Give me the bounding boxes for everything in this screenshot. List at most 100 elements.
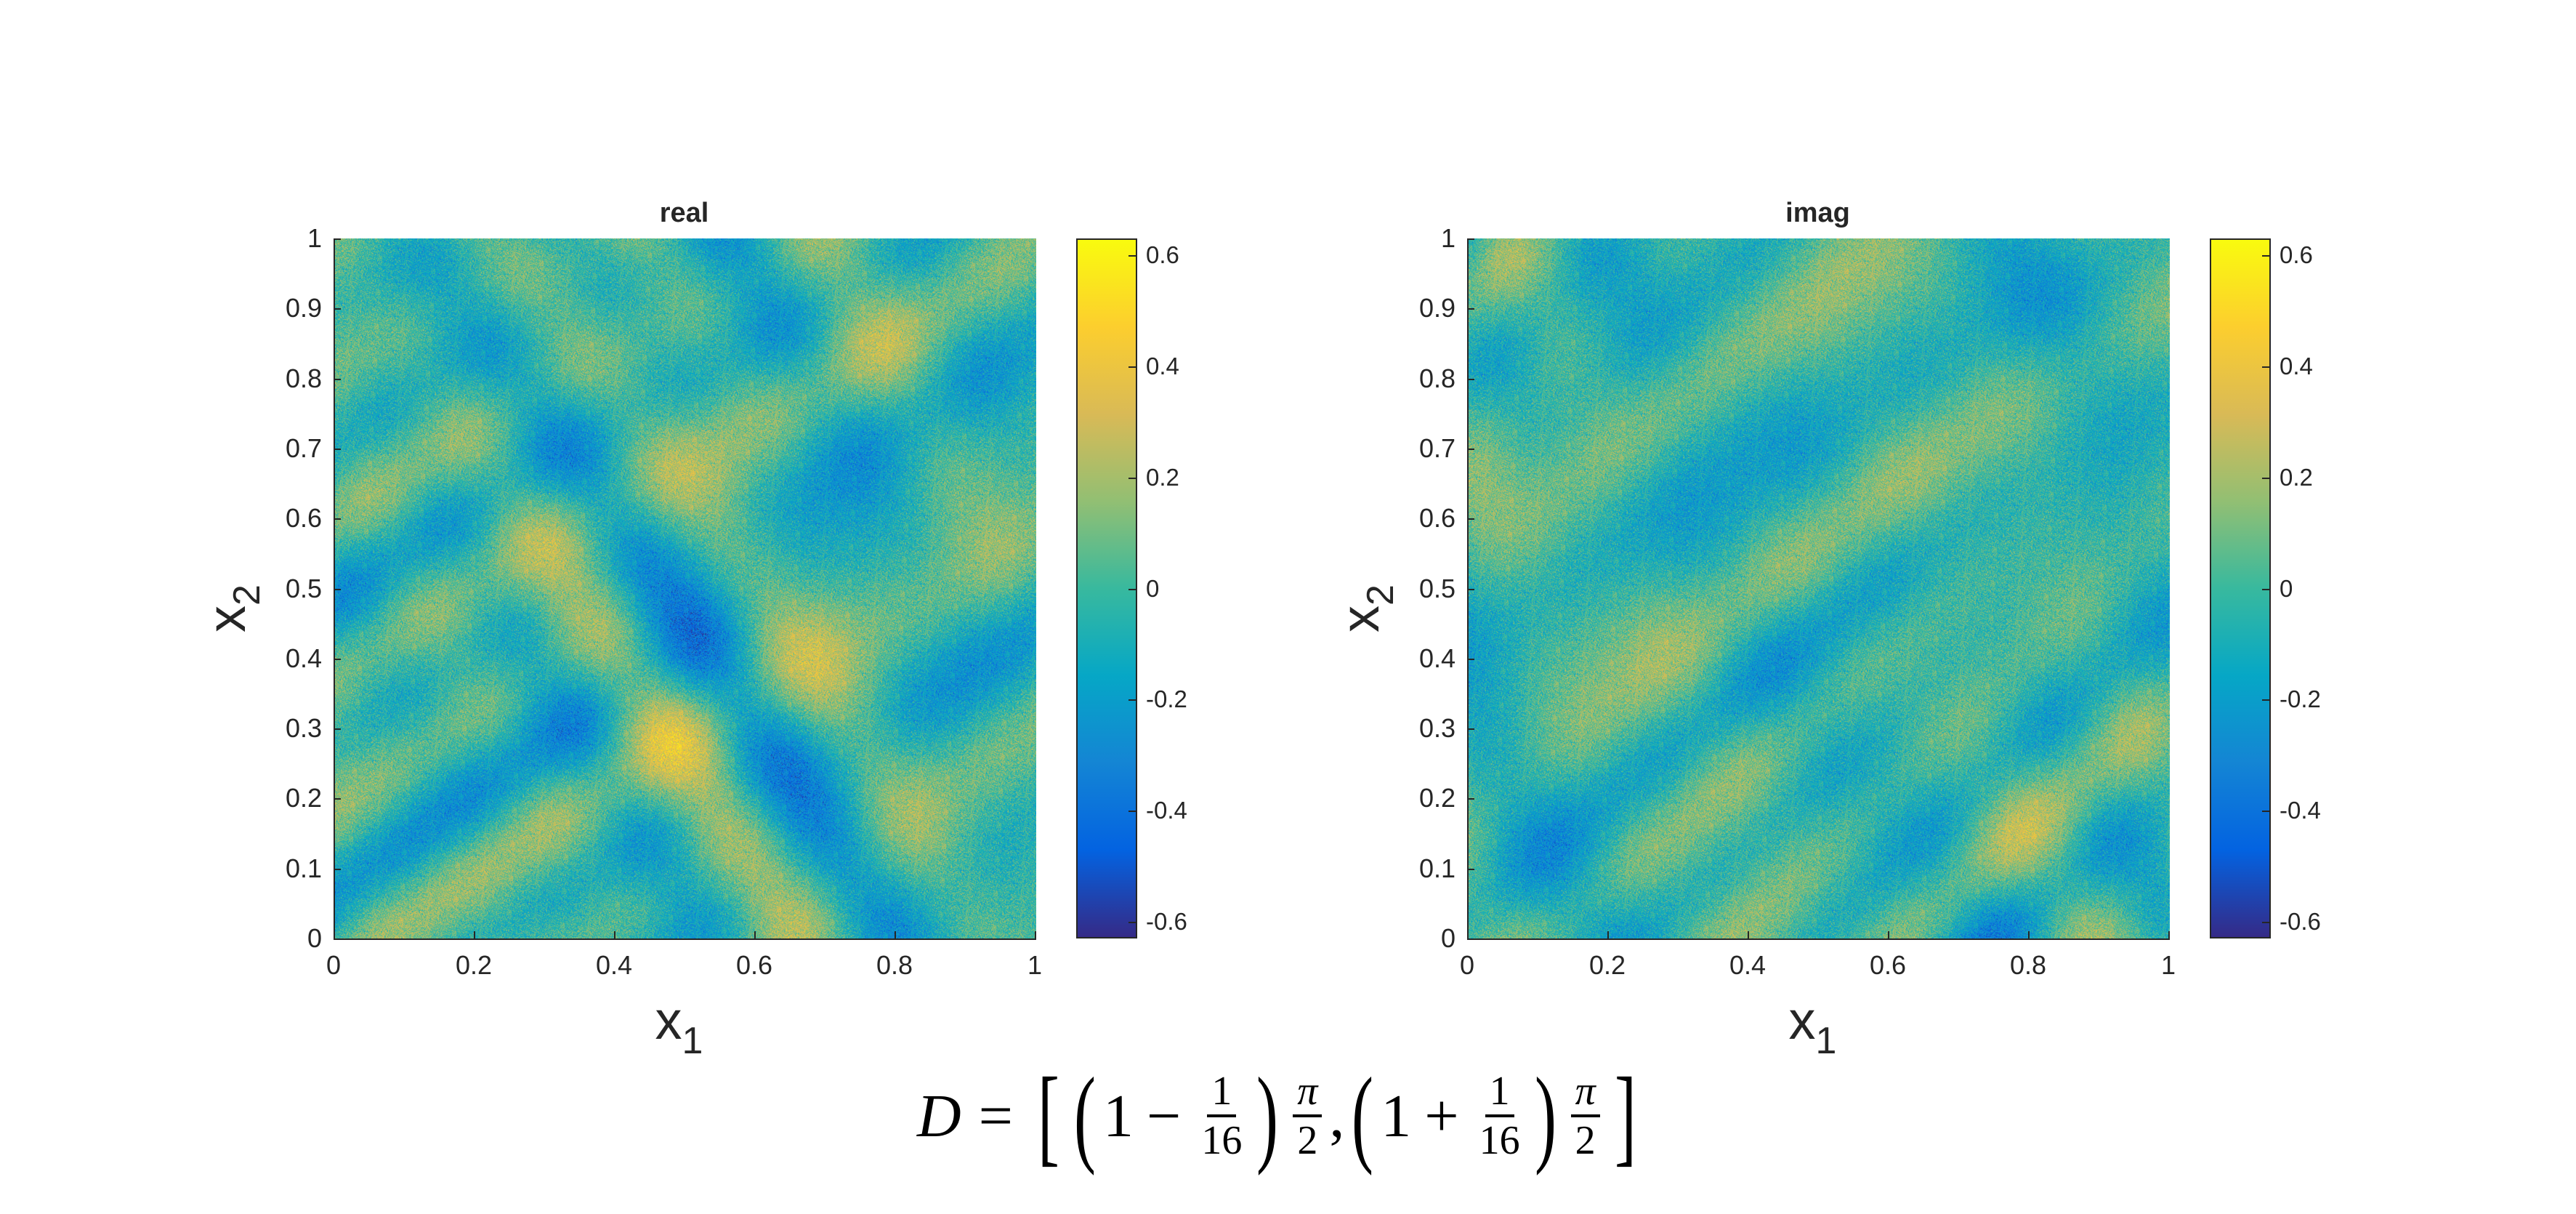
heatmap-axes [1467,238,2170,940]
y-tick-label: 0.3 [285,713,322,744]
y-tick-mark [1467,448,1474,450]
x-tick-mark [1607,931,1609,938]
y-tick-mark [334,308,341,310]
eq-plus: + [1424,1082,1459,1150]
x-tick-label: 0.2 [455,950,493,980]
x-tick-label: 1 [1027,950,1043,980]
colorbar-tick-label: -0.6 [2280,908,2321,936]
frac-num: 1 [1207,1071,1237,1117]
x-tick-mark [2028,931,2030,938]
x-tick-label: 0.4 [595,950,633,980]
y-tick-mark [1467,238,1474,240]
y-tick-label: 0 [307,923,322,953]
y-tick-label: 0.1 [1418,853,1455,883]
y-tick-label: 1 [307,223,322,253]
x-tick-mark [1035,931,1036,938]
frac-num: π [1570,1071,1600,1117]
y-tick-mark [1467,658,1474,660]
y-axis-label: x2 [1329,584,1402,632]
y-tick-label: 0.6 [1418,503,1455,534]
colorbar [1076,238,1137,938]
x-tick-label: 0 [326,950,342,980]
y-tick-mark [334,518,341,520]
y-tick-label: 0.7 [285,433,322,463]
y-tick-label: 0.4 [285,643,322,673]
y-tick-label: 0.8 [285,363,322,393]
y-tick-mark [334,448,341,450]
y-tick-mark [1467,798,1474,800]
x-tick-mark [754,931,756,938]
colorbar-tick-label: -0.4 [2280,797,2321,824]
y-tick-label: 0.8 [1418,363,1455,393]
colorbar-tick-mark [1128,811,1137,813]
y-label-text: x [196,605,257,632]
x-tick-mark [1748,931,1749,938]
y-tick-mark [1467,588,1474,590]
x-tick-mark [1467,931,1469,938]
y-tick-mark [334,378,341,380]
colorbar-tick-mark [1128,588,1137,590]
frac-den: 2 [1297,1118,1318,1163]
frac-den: 16 [1479,1118,1520,1163]
x-label-text: x [1788,990,1816,1050]
colorbar-tick-mark [2262,699,2271,702]
colorbar-tick-mark [2262,922,2271,924]
colorbar-tick-label: 0.4 [1146,352,1179,379]
x-tick-mark [1888,931,1889,938]
colorbar-tick-mark [2262,588,2271,590]
colorbar-tick-mark [1128,366,1137,368]
x-axis-label: x1 [655,989,703,1063]
heatmap-image [1469,238,2170,938]
x-tick-mark [2168,931,2170,938]
y-tick-mark [334,238,341,240]
colorbar-tick-label: 0.6 [2280,241,2313,268]
frac-den: 2 [1575,1118,1596,1163]
colorbar-tick-mark [1128,699,1137,702]
eq-sign: = [978,1082,1014,1150]
x-tick-label: 1 [2160,950,2176,980]
x-tick-mark [895,931,896,938]
x-tick-label: 0.4 [1729,950,1767,980]
eq-paren: ( [1352,1056,1374,1176]
y-tick-mark [1467,518,1474,520]
eq-paren: ) [1534,1056,1556,1176]
frac-den: 16 [1201,1118,1243,1163]
heatmap-axes [334,238,1036,940]
colorbar-tick-mark [2262,254,2271,257]
y-tick-label: 0.2 [285,783,322,813]
colorbar-tick-label: 0.2 [2280,463,2313,491]
y-tick-label: 0 [1440,923,1455,953]
x-label-sub: 1 [682,1020,703,1062]
y-tick-label: 0.6 [285,503,322,534]
colorbar-tick-label: -0.2 [2280,686,2321,713]
y-tick-label: 0.3 [1418,713,1455,744]
y-tick-mark [334,728,341,731]
colorbar-tick-label: 0.4 [2280,352,2313,379]
x-tick-label: 0.8 [2009,950,2047,980]
y-label-sub: 2 [1360,584,1402,606]
x-tick-label: 0.2 [1588,950,1626,980]
colorbar-tick-mark [2262,477,2271,479]
frac-num: π [1293,1071,1323,1117]
x-tick-label: 0 [1459,950,1475,980]
eq-paren: ( [1073,1056,1096,1176]
x-tick-mark [614,931,615,938]
colorbar-tick-label: 0 [2280,574,2293,602]
eq-minus: − [1146,1082,1182,1150]
eq-one: 1 [1381,1082,1412,1150]
eq-comma: , [1329,1082,1345,1150]
x-tick-mark [334,931,335,938]
y-tick-mark [1467,868,1474,870]
x-tick-label: 0.8 [876,950,913,980]
y-tick-label: 0.5 [1418,573,1455,603]
eq-lhs: D [917,1082,961,1150]
eq-frac: 1 16 [1479,1071,1520,1161]
y-tick-label: 0.5 [285,573,322,603]
x-tick-mark [474,931,475,938]
eq-one: 1 [1102,1082,1134,1150]
x-axis-label: x1 [1789,989,1837,1063]
y-axis-label: x2 [195,584,269,632]
y-tick-label: 0.9 [285,293,322,323]
